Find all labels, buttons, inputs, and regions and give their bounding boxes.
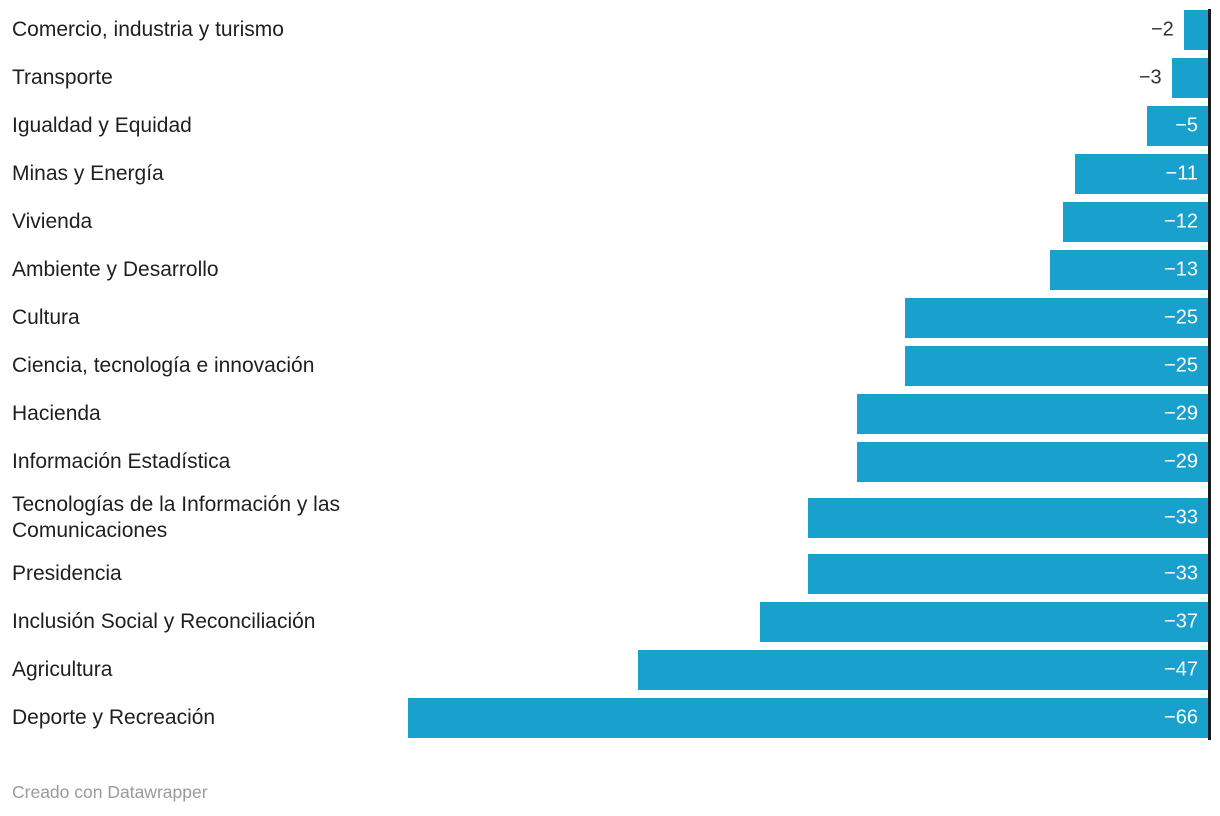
zero-axis-line [1208, 9, 1211, 740]
chart-row-14: Deporte y Recreación −66 [0, 694, 1211, 742]
chart-row-12: Inclusión Social y Reconciliación −37 [0, 598, 1211, 646]
bar-track: −25 [408, 342, 1208, 390]
bar-track: −66 [408, 694, 1208, 742]
category-label: Inclusión Social y Reconciliación [12, 610, 316, 633]
bar-value-label: −25 [1164, 306, 1198, 329]
bar-value-label: −5 [1175, 114, 1198, 137]
bar[interactable]: −29 [856, 394, 1208, 434]
bar[interactable]: −47 [638, 650, 1208, 690]
chart-row-10: Tecnologías de la Información y las Comu… [0, 486, 1211, 550]
bar-value-label: −13 [1164, 258, 1198, 281]
bar-chart: Comercio, industria y turismo −2 Transpo… [0, 6, 1211, 742]
category-label: Hacienda [12, 402, 101, 425]
chart-row-9: Información Estadística −29 [0, 438, 1211, 486]
bar[interactable]: −3 [1139, 58, 1208, 98]
bar-value-label: −37 [1164, 610, 1198, 633]
category-label: Agricultura [12, 658, 113, 681]
bar-track: −33 [408, 486, 1208, 550]
bar[interactable]: −33 [808, 554, 1208, 594]
bar-value-label: −12 [1164, 210, 1198, 233]
bar[interactable]: −11 [1074, 154, 1208, 194]
bar-value-label: −3 [1138, 66, 1162, 89]
category-label: Ambiente y Desarrollo [12, 258, 219, 281]
bar-value-label: −25 [1164, 354, 1198, 377]
chart-row-7: Ciencia, tecnología e innovación −25 [0, 342, 1211, 390]
bar-value-label: −66 [1164, 706, 1198, 729]
bar-track: −37 [408, 598, 1208, 646]
bar[interactable]: −33 [808, 498, 1208, 538]
category-label: Información Estadística [12, 450, 231, 473]
category-label: Minas y Energía [12, 162, 164, 185]
chart-row-6: Cultura −25 [0, 294, 1211, 342]
bar[interactable]: −25 [904, 298, 1208, 338]
bar-track: −47 [408, 646, 1208, 694]
datawrapper-credit: Creado con Datawrapper [12, 782, 208, 802]
bar-track: −13 [408, 246, 1208, 294]
category-label: Vivienda [12, 210, 93, 233]
bar-value-label: −33 [1164, 506, 1198, 529]
chart-row-13: Agricultura −47 [0, 646, 1211, 694]
category-label: Transporte [12, 66, 113, 89]
chart-row-3: Minas y Energía −11 [0, 150, 1211, 198]
bar-track: −3 [408, 54, 1208, 102]
category-label: Comercio, industria y turismo [12, 18, 284, 41]
bar[interactable]: −37 [759, 602, 1208, 642]
bar-value-label: −11 [1165, 162, 1198, 185]
bar[interactable]: −29 [856, 442, 1208, 482]
bar[interactable]: −2 [1151, 10, 1208, 50]
chart-row-4: Vivienda −12 [0, 198, 1211, 246]
chart-row-5: Ambiente y Desarrollo −13 [0, 246, 1211, 294]
bar-track: −11 [408, 150, 1208, 198]
chart-row-8: Hacienda −29 [0, 390, 1211, 438]
bar-track: −12 [408, 198, 1208, 246]
chart-row-2: Igualdad y Equidad −5 [0, 102, 1211, 150]
bar[interactable]: −66 [408, 698, 1208, 738]
category-label: Deporte y Recreación [12, 706, 216, 729]
category-label: Cultura [12, 306, 80, 329]
bar-value-label: −29 [1164, 402, 1198, 425]
bar-value-label: −29 [1164, 450, 1198, 473]
bar-value-label: −2 [1150, 18, 1174, 41]
bar-track: −33 [408, 550, 1208, 598]
bar-track: −2 [408, 6, 1208, 54]
bar[interactable]: −25 [904, 346, 1208, 386]
bar-track: −29 [408, 390, 1208, 438]
category-label: Presidencia [12, 562, 122, 585]
chart-row-0: Comercio, industria y turismo −2 [0, 6, 1211, 54]
category-label: Ciencia, tecnología e innovación [12, 354, 315, 377]
chart-row-11: Presidencia −33 [0, 550, 1211, 598]
bar-track: −29 [408, 438, 1208, 486]
chart-row-1: Transporte −3 [0, 54, 1211, 102]
bar-value-label: −47 [1164, 658, 1198, 681]
bar[interactable]: −13 [1050, 250, 1208, 290]
bar-value-label: −33 [1164, 562, 1198, 585]
category-label: Igualdad y Equidad [12, 114, 192, 137]
category-label: Tecnologías de la Información y las Comu… [12, 493, 341, 542]
bar-track: −5 [408, 102, 1208, 150]
bar[interactable]: −5 [1147, 106, 1208, 146]
bar[interactable]: −12 [1062, 202, 1208, 242]
chart-rows: Comercio, industria y turismo −2 Transpo… [0, 6, 1211, 742]
bar-track: −25 [408, 294, 1208, 342]
